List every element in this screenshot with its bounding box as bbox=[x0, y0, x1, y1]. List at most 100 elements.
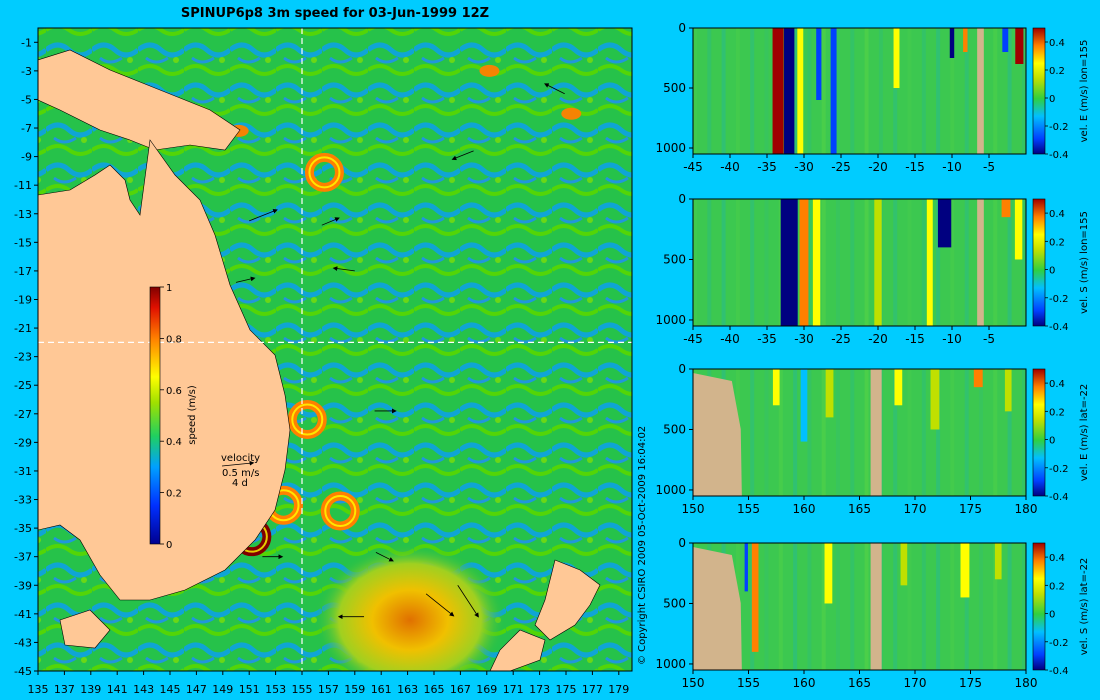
speed-colorbar-ramp bbox=[149, 286, 161, 545]
eddy-rim-4 bbox=[308, 156, 341, 189]
map-x-tick-label-17: 169 bbox=[476, 683, 497, 696]
section-panel-2-texture-11 bbox=[850, 199, 855, 326]
section-panel-4-colorbar-tick-label-2: 0 bbox=[1049, 610, 1055, 621]
section-panel-4-texture-10 bbox=[836, 543, 840, 670]
section-panel-3-texture-19 bbox=[964, 369, 969, 496]
section-panel-1-colorbar-tick-label-0: -0.4 bbox=[1049, 150, 1069, 161]
section-panel-1-colorbar-tick-label-2: 0 bbox=[1049, 94, 1055, 105]
section-panel-2-feature-1 bbox=[799, 199, 809, 326]
section-panel-2-x-tick-label-1: -40 bbox=[720, 332, 740, 346]
section-panel-1-texture-5 bbox=[764, 28, 769, 154]
section-panel-3-colorbar-label: vel. E (m/s) lat=-22 bbox=[1079, 384, 1090, 482]
section-panel-3-texture-20 bbox=[979, 369, 983, 496]
section-panel-2-feature-6 bbox=[1014, 199, 1023, 260]
section-panel-3-feature-0 bbox=[772, 369, 780, 406]
section-panel-4-y-tick-label-2: 1000 bbox=[655, 657, 686, 671]
section-panel-3-texture-11 bbox=[850, 369, 855, 496]
section-panel-4-texture-21 bbox=[993, 543, 998, 670]
section-panel-3-texture-12 bbox=[864, 369, 869, 496]
section-panel-1-x-tick-label-7: -10 bbox=[942, 160, 962, 174]
section-panel-4-x-tick-label-5: 175 bbox=[959, 676, 982, 690]
section-panel-3-texture-18 bbox=[950, 369, 955, 496]
section-panel-2-texture-17 bbox=[936, 199, 941, 326]
section-panel-1-texture-22 bbox=[1007, 28, 1012, 154]
section-panel-3-colorbar-tick-label-1: -0.2 bbox=[1049, 464, 1069, 475]
section-panel-1-texture-12 bbox=[864, 28, 869, 154]
section-panel-1-y-tick-label-0: 0 bbox=[678, 21, 686, 35]
section-panel-2-texture-0 bbox=[693, 199, 697, 326]
section-panel-4-colorbar-tick-label-3: 0.2 bbox=[1049, 581, 1065, 592]
map-x-tick-label-3: 141 bbox=[107, 683, 128, 696]
speed-colorbar-label: speed (m/s) bbox=[187, 385, 198, 445]
section-panel-2-texture-18 bbox=[950, 199, 955, 326]
section-panel-1-x-tick-label-6: -15 bbox=[905, 160, 925, 174]
section-panel-3-feature-6 bbox=[1004, 369, 1012, 412]
map-x-tick-label-18: 171 bbox=[503, 683, 524, 696]
australia-landmass bbox=[38, 139, 291, 601]
speed-colorbar: 0 0.2 0.4 0.6 0.8 1 speed (m/s) bbox=[149, 283, 198, 551]
section-panel-2-x-tick-label-7: -10 bbox=[942, 332, 962, 346]
map-frame bbox=[37, 27, 633, 672]
speed-map: 135 137 139 141 143 145 147 149 151 153 155 157 159 1… bbox=[14, 27, 648, 696]
section-panel-2-feature-7 bbox=[874, 199, 882, 326]
section-panel-1-colorbar bbox=[1032, 27, 1046, 155]
section-panel-4-texture-16 bbox=[921, 543, 926, 670]
copyright-notice: © Copyright CSIRO 2009 05-Oct-2009 16:04… bbox=[637, 426, 648, 665]
section-panel-1-texture-0 bbox=[693, 28, 697, 154]
section-panel-1-texture-15 bbox=[907, 28, 912, 154]
map-x-tick-label-2: 139 bbox=[80, 683, 101, 696]
map-y-tick-label-21: -43 bbox=[14, 636, 32, 649]
section-panel-4-feature-3 bbox=[900, 543, 908, 586]
section-panel-2-texture-12 bbox=[864, 199, 869, 326]
section-panel-1-x-tick-label-2: -35 bbox=[757, 160, 777, 174]
section-panel-4-texture-12 bbox=[864, 543, 869, 670]
map-x-tick-label-15: 165 bbox=[424, 683, 445, 696]
jet-7 bbox=[479, 64, 500, 77]
map-y-tick-label-15: -31 bbox=[14, 465, 32, 478]
section-panel-2-texture-9 bbox=[821, 199, 826, 326]
velocity-legend-title: velocity bbox=[221, 453, 260, 464]
map-x-tick-label-8: 151 bbox=[239, 683, 260, 696]
section-panel-1-texture-9 bbox=[821, 28, 826, 154]
section-panel-1-feature-4 bbox=[830, 28, 837, 154]
section-panel-2-texture-14 bbox=[893, 199, 898, 326]
section-panel-3: 150 155 160 165 170 175 180 0 500 1000 -0.4 -0.2 0 0.… bbox=[655, 362, 1090, 516]
map-y-tick-label-3: -7 bbox=[21, 122, 32, 135]
section-panel-1-frame bbox=[692, 27, 1027, 155]
section-panel-4-texture-23 bbox=[1021, 543, 1026, 670]
section-panel-3-colorbar bbox=[1032, 368, 1046, 497]
southern-high-speed-region bbox=[315, 545, 505, 671]
section-panel-2-x-tick-label-3: -30 bbox=[794, 332, 814, 346]
section-panel-1-texture-21 bbox=[993, 28, 998, 154]
section-panel-2-feature-5 bbox=[1001, 199, 1011, 218]
map-y-tick-label-17: -35 bbox=[14, 522, 32, 535]
section-panel-3-x-tick-label-3: 165 bbox=[848, 502, 871, 516]
section-panel-1-texture-2 bbox=[721, 28, 726, 154]
section-panel-3-x-tick-label-1: 155 bbox=[737, 502, 760, 516]
section-panel-4-feature-5 bbox=[994, 543, 1002, 580]
section-panel-1-texture-14 bbox=[893, 28, 898, 154]
section-panel-2-y-tick-label-0: 0 bbox=[678, 192, 686, 206]
section-panel-1: -45 -40 -35 -30 -25 -20 -15 -10 -5 0 500 1000 -0.4 -0… bbox=[655, 21, 1090, 174]
speed-colorbar-tick-label-1: 0.2 bbox=[166, 489, 182, 500]
section-panel-3-feature-5 bbox=[930, 369, 940, 430]
section-panel-4-y-tick-label-1: 500 bbox=[663, 596, 686, 610]
section-panel-3-texture-8 bbox=[807, 369, 812, 496]
map-y-tick-label-8: -17 bbox=[14, 265, 32, 278]
velocity-arrow-10 bbox=[321, 217, 340, 226]
section-panel-3-texture-17 bbox=[936, 369, 941, 496]
section-panel-4-feature-0 bbox=[751, 543, 759, 652]
map-x-tick-label-9: 153 bbox=[265, 683, 286, 696]
section-panel-1-colorbar-tick-label-1: -0.2 bbox=[1049, 122, 1069, 133]
section-panel-4-colorbar-label: vel. S (m/s) lat=-22 bbox=[1079, 558, 1090, 656]
map-y-tick-label-19: -39 bbox=[14, 579, 32, 592]
section-panel-2-texture-15 bbox=[907, 199, 912, 326]
map-x-tick-label-1: 137 bbox=[54, 683, 75, 696]
map-x-tick-label-7: 149 bbox=[212, 683, 233, 696]
section-panel-1-texture-18 bbox=[950, 28, 955, 154]
section-panel-3-colorbar-tick-label-4: 0.4 bbox=[1049, 379, 1065, 390]
map-y-tick-label-1: -3 bbox=[21, 65, 32, 78]
section-panel-4-x-tick-label-4: 170 bbox=[904, 676, 927, 690]
map-y-tick-label-13: -27 bbox=[14, 408, 32, 421]
section-panel-4-feature-1 bbox=[744, 543, 748, 592]
